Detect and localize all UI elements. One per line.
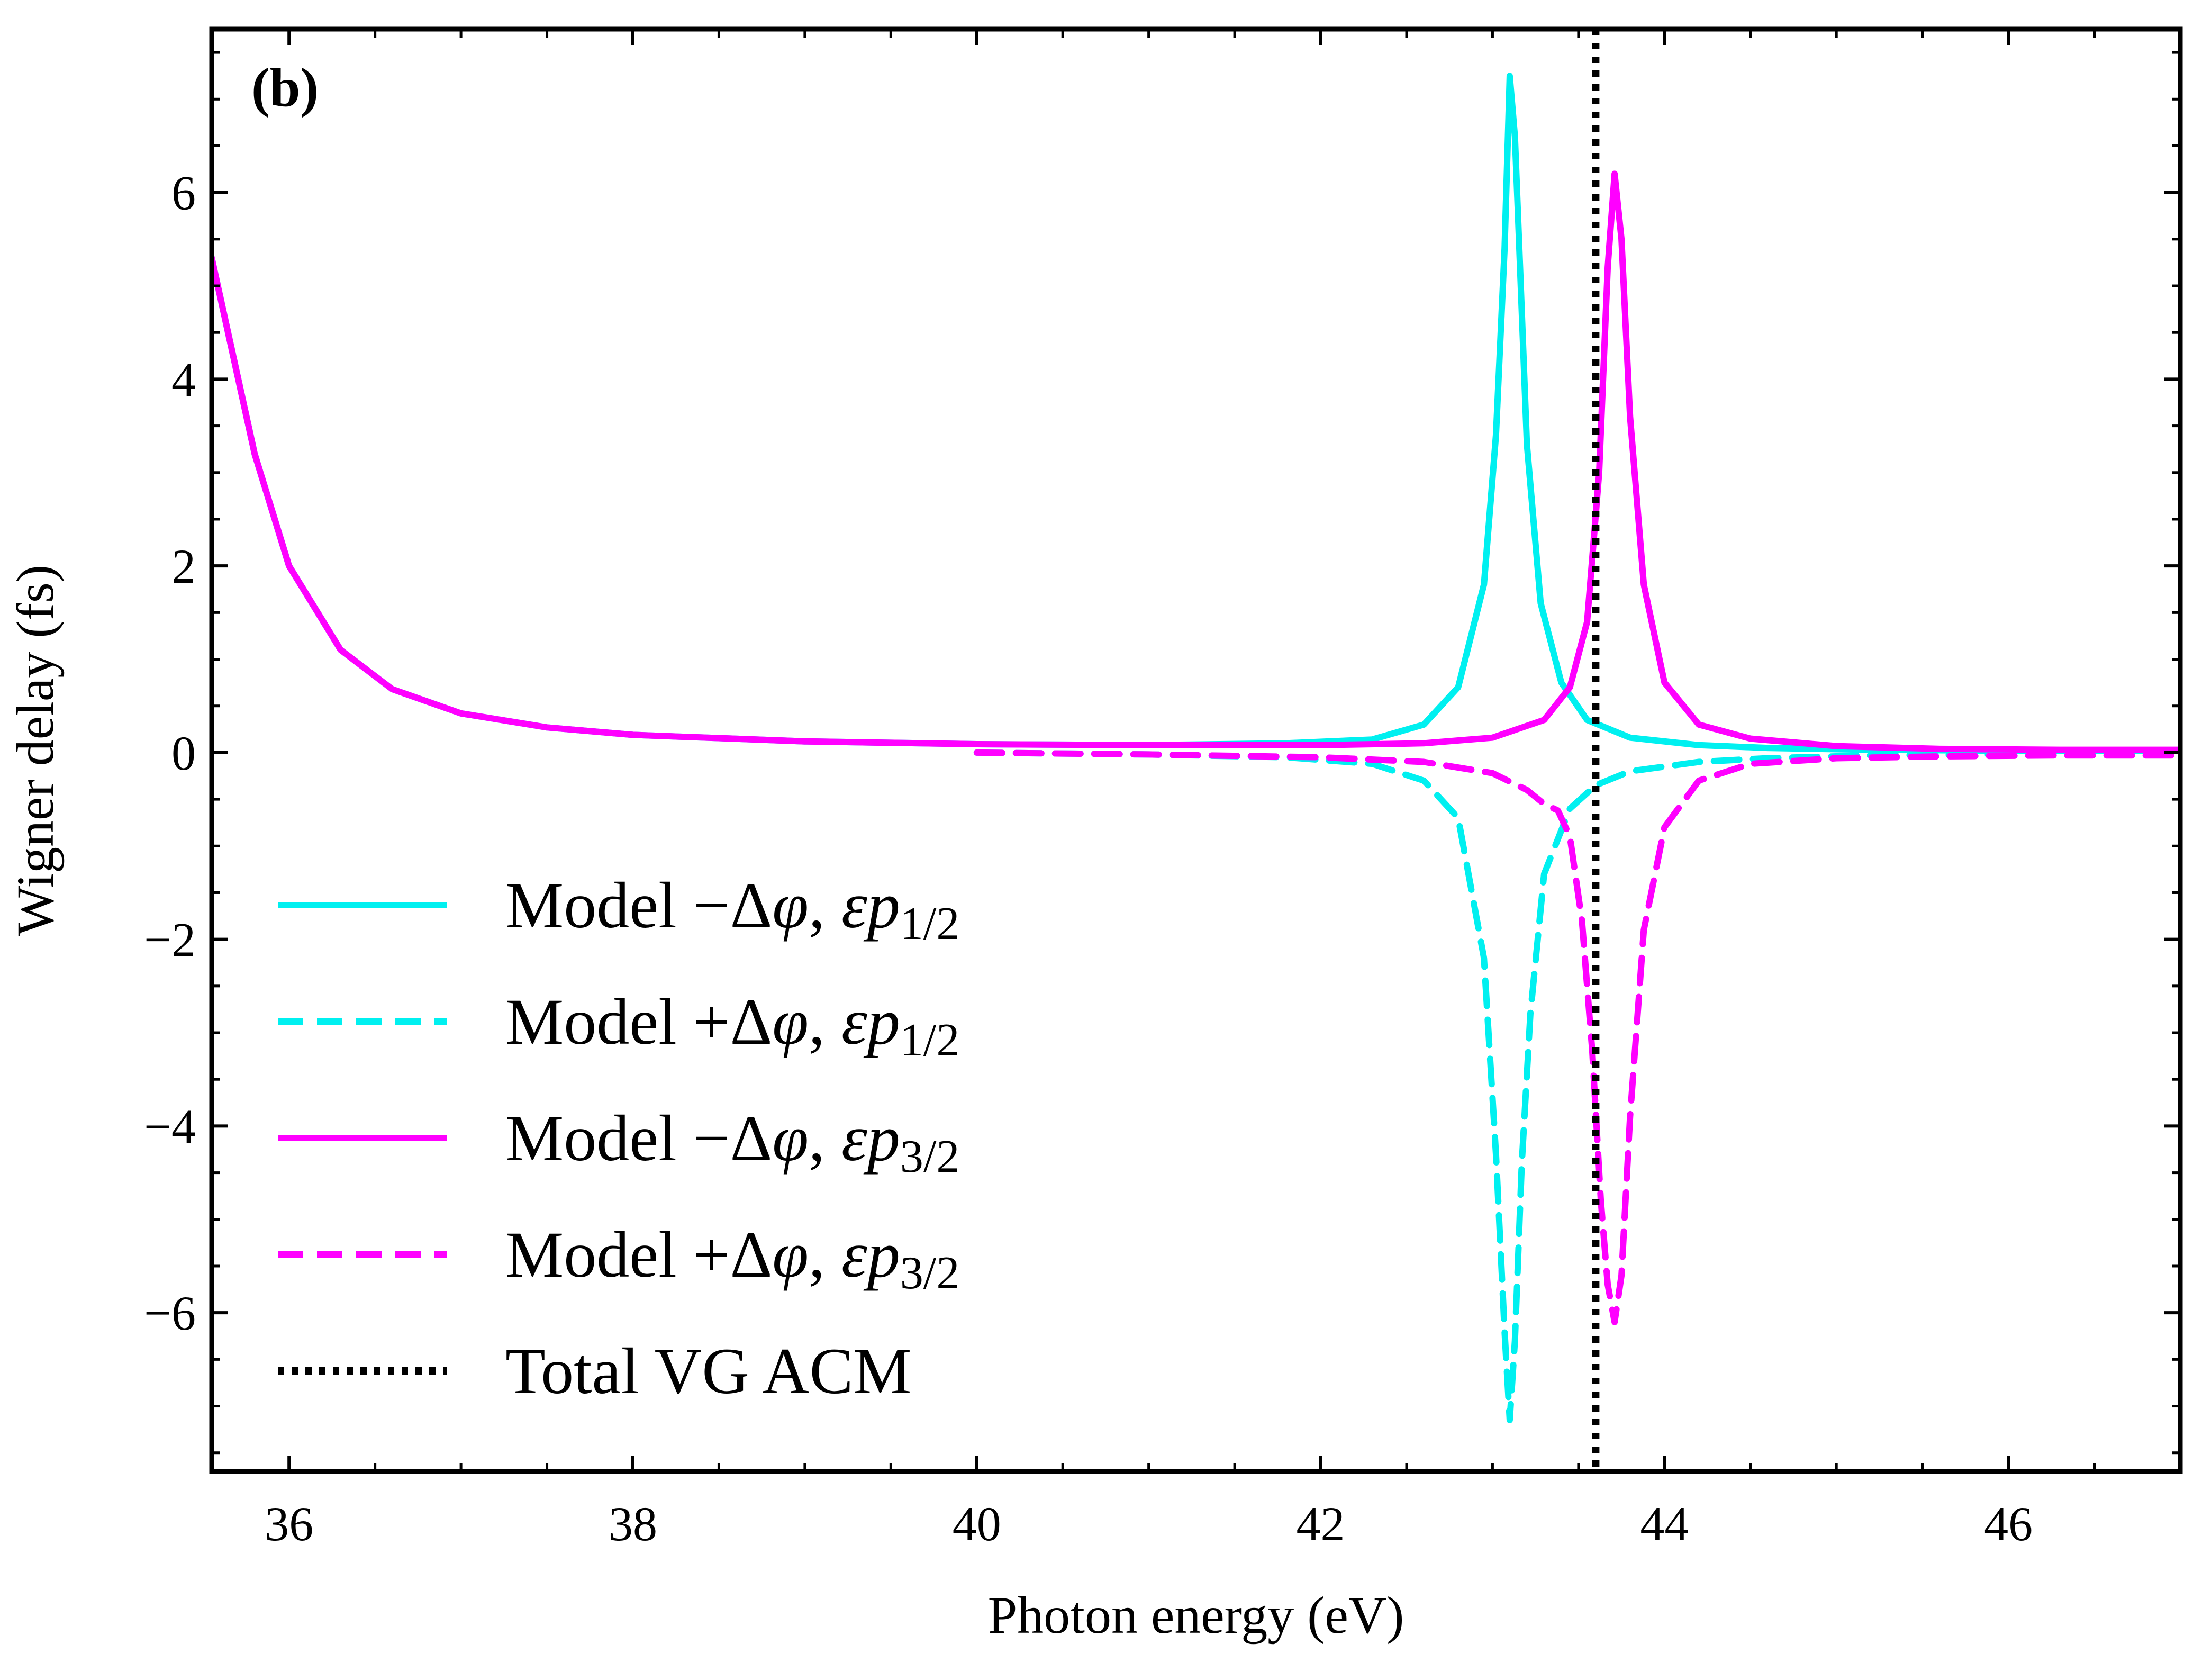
y-tick-label: −2 (144, 913, 196, 967)
legend-label-0: Model −Δφ, εp1/2 (505, 869, 959, 950)
series-layer (212, 29, 2180, 1471)
x-tick-label: 36 (265, 1497, 313, 1551)
x-tick-label: 46 (1984, 1497, 2033, 1551)
legend-label-4: Total VG ACM (505, 1335, 912, 1407)
x-axis-label: Photon energy (eV) (988, 1586, 1404, 1645)
series-line-0 (212, 73, 2180, 754)
y-tick-label: −4 (144, 1099, 196, 1153)
x-tick-label: 40 (953, 1497, 1001, 1551)
legend: Model −Δφ, εp1/2 Model +Δφ, εp1/2 Model −Δ… (278, 869, 959, 1407)
y-axis-label: Wigner delay (fs) (6, 565, 65, 936)
x-tick-label: 42 (1297, 1497, 1345, 1551)
legend-label-3: Model +Δφ, εp3/2 (505, 1218, 959, 1299)
x-tick-label: 38 (609, 1497, 657, 1551)
y-tick-label: 0 (171, 726, 196, 780)
legend-label-2: Model −Δφ, εp3/2 (505, 1102, 959, 1182)
y-tick-label: −6 (144, 1286, 196, 1340)
panel-label: (b) (251, 57, 319, 118)
y-tick-label: 2 (171, 539, 196, 593)
plot-frame (209, 26, 2183, 1474)
series-line-2 (212, 170, 2180, 753)
y-tick-label: 4 (171, 353, 196, 407)
x-tick-label: 44 (1640, 1497, 1689, 1551)
series-line-3 (973, 749, 2180, 1325)
series-line-1 (973, 749, 2012, 1423)
y-tick-label: 6 (171, 166, 196, 220)
legend-label-1: Model +Δφ, εp1/2 (505, 986, 959, 1066)
